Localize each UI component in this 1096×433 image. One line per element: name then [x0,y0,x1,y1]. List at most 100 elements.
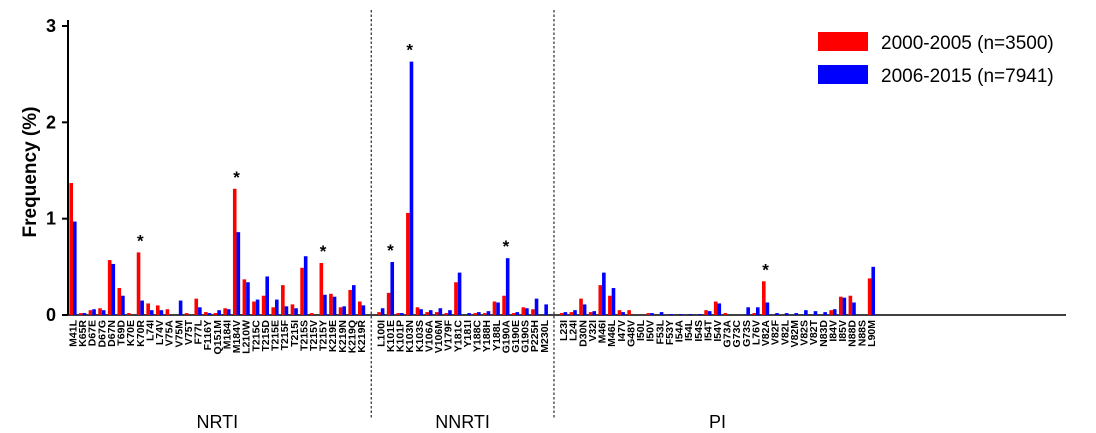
bar-2000-2005 [300,267,304,315]
category-label: I54T [702,319,714,341]
bar-2000-2005 [492,301,497,315]
category-label: V106M [433,320,445,354]
bar-2000-2005 [559,313,564,315]
bar-2006-2015 [871,266,876,315]
category-label: K70E [125,320,137,346]
bar-2006-2015 [390,262,395,315]
category-label: V106A [423,320,435,353]
category-label: G48V [625,320,637,347]
bar-2006-2015 [82,313,87,315]
category-label: T215E [270,320,282,351]
bar-2000-2005 [261,295,266,315]
bar-2006-2015 [207,313,212,315]
bar-2006-2015 [765,302,770,315]
bar-2000-2005 [194,298,199,315]
category-label: M184I [221,320,233,349]
bar-2006-2015 [140,300,144,315]
bar-2000-2005 [579,298,583,315]
bar-2000-2005 [223,308,227,315]
bar-2000-2005 [358,301,362,315]
significance-star: * [233,168,240,187]
bar-2006-2015 [505,258,510,315]
bar-2006-2015 [804,310,808,315]
bar-2006-2015 [679,314,683,315]
category-label: L74I [144,320,156,341]
bar-2000-2005 [434,312,439,315]
bar-2006-2015 [707,311,712,315]
category-label: T215C [250,320,262,352]
category-label: N88S [856,320,868,346]
bar-2006-2015 [717,303,722,315]
category-label: V179F [443,319,455,351]
category-label: Y188C [472,320,484,353]
category-label: T215Y [318,320,330,351]
bar-2006-2015 [669,314,673,315]
bar-2000-2005 [242,279,247,315]
category-label: K103S [414,320,426,352]
category-label: T69D [116,320,128,346]
bar-2000-2005 [444,313,449,315]
bar-2000-2005 [762,281,766,315]
category-label: Q151M [212,320,224,355]
category-label: I47V [616,320,628,342]
bar-2006-2015 [486,311,491,315]
category-label: F77L [193,319,205,344]
category-label: V75M [173,320,185,348]
category-labels: M41LK65RD67ED67GD67NT69DK70EK70RL74IL74V… [68,319,878,354]
category-label: G190E [510,320,522,353]
bar-2006-2015 [534,298,539,315]
bar-2000-2005 [281,285,285,315]
legend-swatch [818,65,868,84]
category-label: T215F [279,319,291,350]
bar-2006-2015 [784,313,789,315]
bar-2006-2015 [746,307,750,315]
y-axis: 0 1 2 3 [46,16,1066,325]
category-label: M46I [597,320,609,343]
bar-2006-2015 [342,306,346,315]
bar-2000-2005 [184,313,189,315]
bar-2006-2015 [303,256,308,315]
bar-2006-2015 [159,310,164,315]
bar-2000-2005 [309,313,314,315]
category-label: V75A [164,320,176,347]
bar-2000-2005 [627,310,631,315]
significance-star: * [137,231,144,250]
bar-2000-2005 [454,282,458,315]
bar-2000-2005 [473,313,478,315]
category-label: F53Y [664,320,676,345]
y-tick-label: 2 [46,112,56,132]
category-label: G73A [722,320,734,348]
bar-2006-2015 [217,310,221,315]
category-label: K219N [337,320,349,353]
bar-2006-2015 [351,285,356,315]
category-label: I50L [635,319,647,341]
bar-2006-2015 [698,314,702,315]
significance-star: * [762,260,769,279]
group-labels: NRTI NNRTI PI [196,412,726,432]
category-label: L24I [568,320,580,341]
category-label: V82T [808,319,820,345]
bar-2000-2005 [204,312,208,315]
bar-2006-2015 [121,295,125,315]
bar-2006-2015 [323,294,327,315]
bar-2000-2005 [838,296,843,315]
bar-2006-2015 [650,313,654,315]
bar-2000-2005 [127,313,131,315]
bar-2006-2015 [582,304,587,315]
bar-2006-2015 [448,310,452,315]
bar-2000-2005 [415,307,420,315]
category-label: L100I [375,320,387,347]
category-label: I54A [674,320,686,343]
bar-2006-2015 [284,306,289,315]
bar-2000-2005 [290,304,295,315]
bar-2000-2005 [617,310,622,315]
category-label: F53L [654,319,666,344]
bar-2006-2015 [592,311,597,315]
bar-2006-2015 [400,313,404,315]
bar-2006-2015 [823,312,827,315]
bar-2006-2015 [236,232,241,315]
bar-2000-2005 [531,309,535,315]
category-label: K101E [385,320,397,352]
bar-2006-2015 [226,309,231,315]
bar-2006-2015 [602,272,606,315]
